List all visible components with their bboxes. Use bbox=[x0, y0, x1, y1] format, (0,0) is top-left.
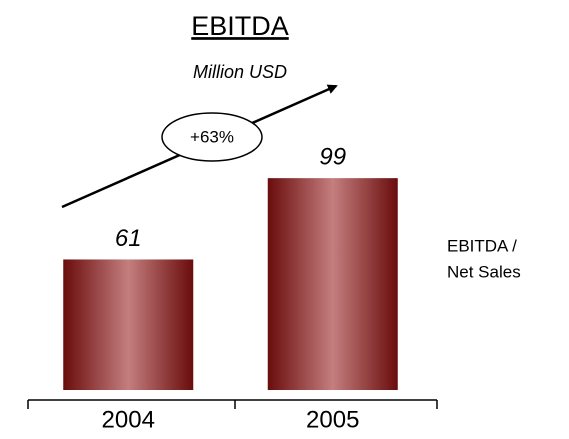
chart-title: EBITDA bbox=[191, 11, 289, 41]
growth-label: +63% bbox=[190, 127, 234, 146]
bar bbox=[63, 259, 194, 390]
chart-subtitle: Million USD bbox=[193, 62, 287, 82]
growth-ellipse bbox=[161, 112, 263, 162]
side-note: Net Sales bbox=[447, 262, 521, 281]
value-label: 61 bbox=[115, 225, 142, 252]
value-label: 99 bbox=[319, 143, 346, 170]
x-tick-label: 2005 bbox=[306, 406, 359, 433]
bar bbox=[267, 178, 398, 390]
x-tick-label: 2004 bbox=[102, 406, 155, 433]
side-note: EBITDA / bbox=[447, 236, 517, 255]
